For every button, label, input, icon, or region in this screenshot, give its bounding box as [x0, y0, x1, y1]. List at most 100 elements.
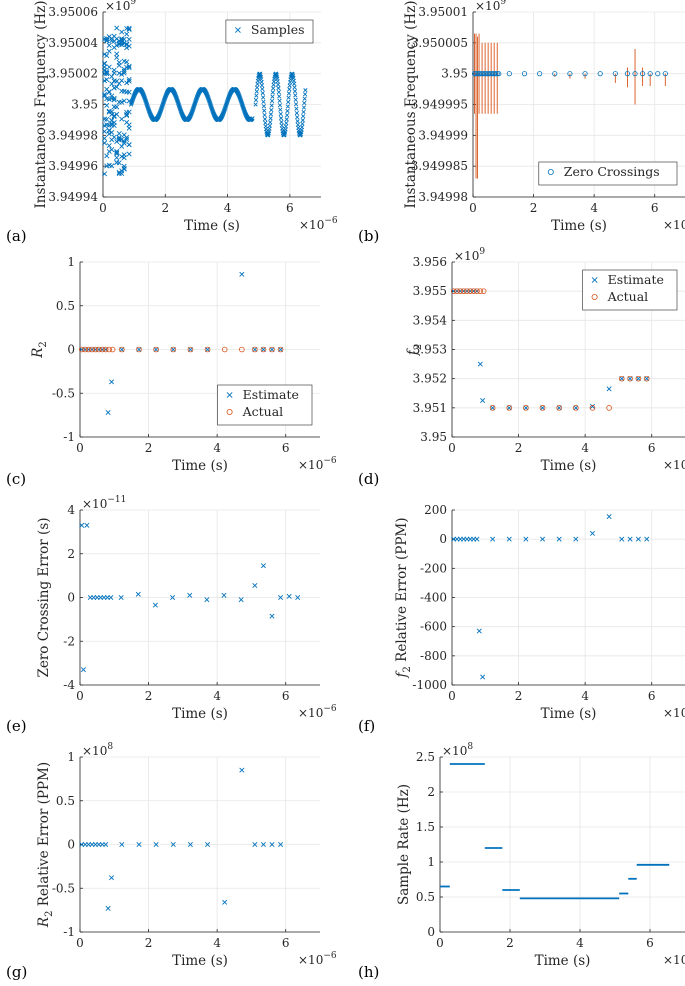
sample-marker	[262, 116, 268, 122]
x-tick-label: 4	[213, 441, 221, 455]
x-tick-label: 2	[145, 689, 153, 703]
y-tick-label: -4	[63, 678, 75, 692]
y-tick-label: 3.949995	[411, 98, 468, 112]
sample-marker	[287, 83, 292, 88]
sample-marker	[121, 68, 127, 74]
estimate-marker	[278, 346, 284, 353]
y-axis-label: Instantaneous Frequency (Hz)	[33, 0, 49, 208]
estimate-marker	[79, 522, 85, 528]
sample-marker	[260, 86, 265, 92]
sample-marker	[114, 150, 120, 156]
sample-marker	[119, 136, 125, 142]
x-tick-label: 6	[282, 441, 290, 455]
estimate-marker	[252, 582, 258, 588]
plot-data	[471, 33, 668, 179]
y-tick-label: 3.95	[71, 98, 98, 112]
estimate-marker	[119, 841, 125, 848]
x-tick-label: 6	[286, 201, 294, 215]
sample-marker	[126, 65, 132, 71]
sample-marker	[300, 118, 305, 123]
estimate-marker	[523, 536, 529, 542]
sample-marker	[269, 98, 275, 104]
sample-marker	[254, 93, 259, 98]
sample-marker	[293, 97, 298, 102]
actual-marker	[82, 346, 88, 353]
sample-marker	[279, 119, 284, 125]
sample-marker	[124, 42, 130, 48]
sample-marker	[286, 91, 292, 96]
y-exponent-base: ×10	[442, 744, 467, 758]
legend-marker	[591, 293, 598, 300]
y-tick-label: 3.951	[413, 401, 447, 415]
y-tick-label: -0.5	[52, 386, 75, 400]
sample-marker	[104, 77, 110, 83]
estimate-marker	[540, 405, 546, 411]
sample-marker	[109, 74, 115, 80]
x-axis-label: Time (s)	[172, 458, 228, 474]
sample-marker	[121, 140, 127, 146]
y-tick-label: 3.950005	[411, 36, 468, 50]
sample-marker	[124, 113, 130, 119]
estimate-marker	[109, 379, 115, 385]
sample-marker	[283, 124, 289, 129]
actual-marker	[102, 346, 109, 353]
sample-marker	[116, 131, 122, 137]
sample-marker	[294, 110, 299, 116]
x-exponent-power: −6	[324, 216, 338, 226]
legend-entry: Estimate	[243, 387, 299, 402]
estimate-marker	[295, 594, 301, 601]
estimate-marker	[170, 346, 176, 353]
sample-marker	[121, 138, 127, 144]
sample-marker	[300, 121, 305, 126]
sample-marker	[106, 64, 112, 70]
y-tick-label: 200	[424, 503, 447, 517]
estimate-marker	[606, 514, 612, 520]
estimate-marker	[136, 346, 142, 353]
sample-marker	[126, 76, 132, 82]
y-exponent-power: 8	[107, 742, 113, 752]
estimate-marker	[490, 405, 496, 411]
sample-marker	[259, 83, 265, 88]
y-exponent-power: 9	[479, 247, 485, 257]
actual-marker	[573, 405, 579, 411]
x-tick-label: 2	[145, 441, 153, 455]
x-tick-label: 2	[515, 441, 523, 455]
estimate-marker	[490, 536, 496, 542]
x-exponent-base: ×10	[299, 218, 324, 232]
y-tick-label: 4	[67, 503, 75, 517]
y-tick-label: 3.94999	[418, 128, 468, 142]
estimate-marker	[644, 376, 650, 382]
x-axis-label: Time (s)	[535, 953, 591, 969]
y-tick-label: 3.95006	[48, 5, 98, 19]
actual-marker	[99, 346, 106, 353]
actual-marker	[260, 346, 267, 353]
actual-marker	[635, 375, 642, 382]
y-tick-label: 0.5	[56, 299, 75, 313]
sample-marker	[250, 116, 255, 121]
estimate-marker	[119, 346, 125, 353]
x-tick-label: 0	[469, 201, 477, 215]
sample-marker	[263, 120, 268, 125]
y-axis-label-symbol: f	[394, 671, 410, 679]
legend-marker	[547, 168, 554, 175]
sample-marker	[266, 132, 271, 137]
sample-marker	[126, 125, 132, 131]
estimate-marker	[221, 592, 227, 598]
y-exponent: ×109	[105, 0, 136, 13]
y-tick-label: 3.95	[420, 430, 447, 444]
y-tick-label: 0.5	[416, 890, 435, 904]
sample-marker	[301, 109, 306, 115]
x-axis-label: Time (s)	[172, 953, 228, 969]
x-tick-label: 0	[76, 441, 84, 455]
y-tick-label: 3.954	[413, 313, 448, 327]
sample-marker	[126, 36, 132, 42]
sample-marker	[277, 103, 283, 108]
y-exponent-power: −11	[107, 495, 126, 505]
zero-crossing-marker	[506, 71, 512, 77]
sample-marker	[284, 117, 289, 122]
x-tick-label: 2	[530, 201, 538, 215]
sample-marker	[119, 154, 125, 160]
x-exponent: ×10−6	[663, 704, 685, 720]
sample-marker	[303, 88, 308, 93]
sample-marker	[114, 84, 120, 90]
